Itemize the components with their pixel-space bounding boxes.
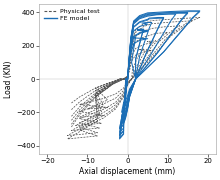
X-axis label: Axial displacement (mm): Axial displacement (mm) — [79, 167, 176, 176]
Legend: Physical test, FE model: Physical test, FE model — [42, 7, 101, 22]
Y-axis label: Load (KN): Load (KN) — [4, 60, 13, 98]
